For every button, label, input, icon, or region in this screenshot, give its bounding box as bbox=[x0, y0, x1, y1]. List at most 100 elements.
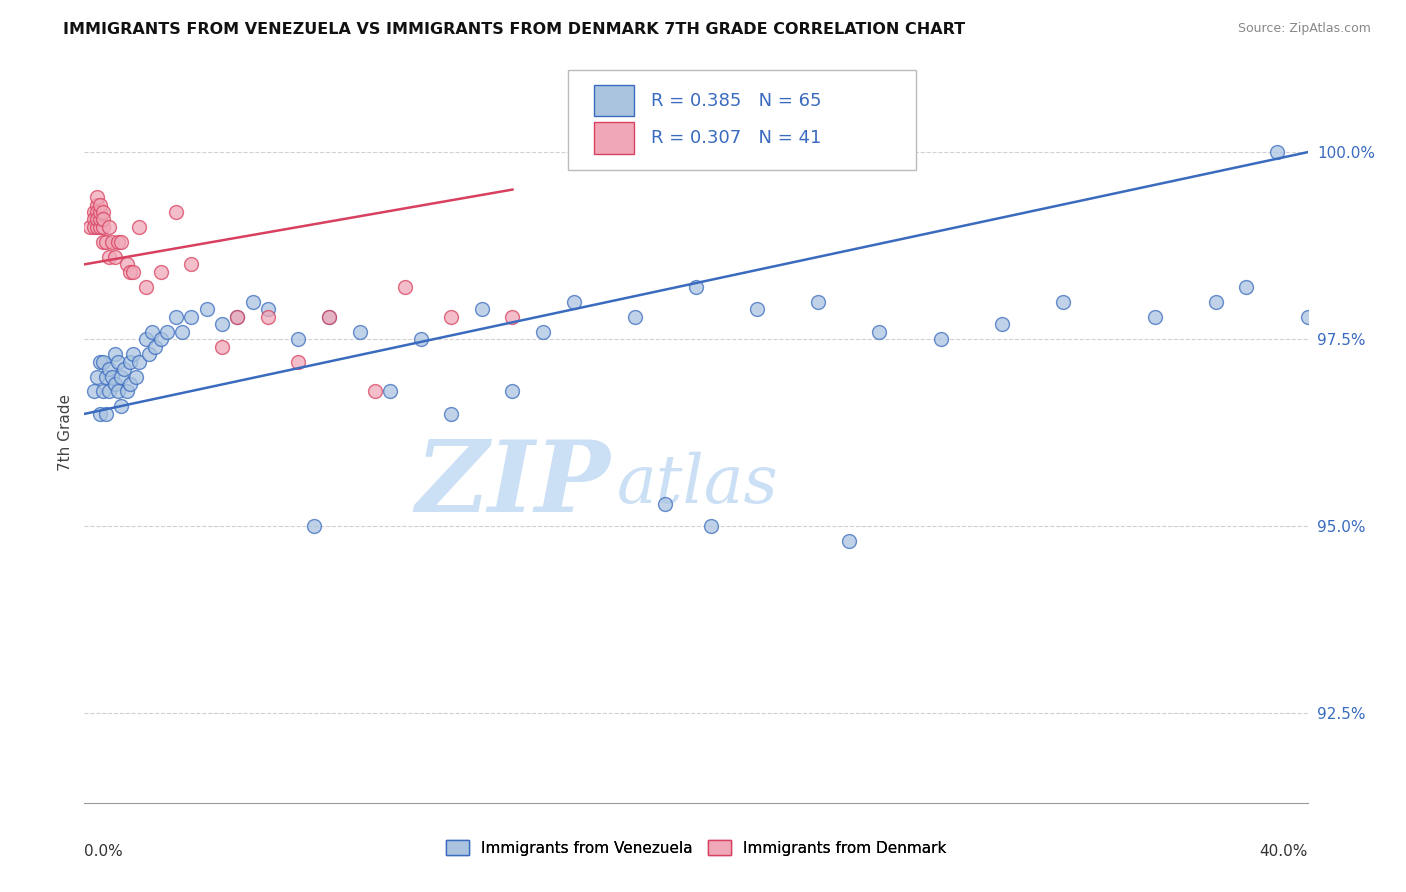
Point bbox=[89, 219, 111, 234]
Point bbox=[502, 384, 524, 399]
Point bbox=[287, 332, 309, 346]
Legend: Immigrants from Venezuela, Immigrants from Denmark: Immigrants from Venezuela, Immigrants fr… bbox=[440, 834, 952, 862]
Point bbox=[149, 332, 172, 346]
Point bbox=[302, 519, 325, 533]
Point bbox=[1265, 145, 1288, 160]
Point bbox=[364, 384, 387, 399]
Point bbox=[101, 369, 124, 384]
Point bbox=[1236, 280, 1258, 294]
Point bbox=[91, 219, 114, 234]
FancyBboxPatch shape bbox=[568, 70, 917, 169]
Point bbox=[440, 407, 463, 421]
Point bbox=[91, 205, 114, 219]
Point bbox=[165, 310, 187, 324]
Y-axis label: 7th Grade: 7th Grade bbox=[58, 394, 73, 471]
Point bbox=[97, 362, 120, 376]
Point bbox=[86, 219, 108, 234]
Point bbox=[471, 302, 494, 317]
Point bbox=[287, 354, 309, 368]
Point bbox=[624, 310, 647, 324]
Point bbox=[135, 332, 157, 346]
Point bbox=[318, 310, 340, 324]
Point bbox=[83, 384, 105, 399]
Point bbox=[110, 235, 132, 249]
Point bbox=[1143, 310, 1166, 324]
Text: R = 0.307   N = 41: R = 0.307 N = 41 bbox=[651, 129, 821, 147]
Point bbox=[257, 302, 280, 317]
Point bbox=[115, 257, 138, 271]
Point bbox=[226, 310, 249, 324]
Point bbox=[107, 354, 129, 368]
Text: atlas: atlas bbox=[616, 452, 778, 517]
Point bbox=[195, 302, 218, 317]
Point bbox=[97, 219, 120, 234]
Point bbox=[122, 347, 145, 361]
Point bbox=[349, 325, 371, 339]
Point bbox=[112, 362, 135, 376]
Point bbox=[1296, 310, 1319, 324]
Point bbox=[89, 407, 111, 421]
Point bbox=[380, 384, 402, 399]
Bar bbox=[595, 86, 634, 117]
Point bbox=[97, 250, 120, 264]
Point bbox=[91, 354, 114, 368]
Point bbox=[394, 280, 416, 294]
Point bbox=[654, 497, 676, 511]
Point bbox=[101, 235, 124, 249]
Point bbox=[211, 317, 233, 331]
Point bbox=[89, 205, 111, 219]
Point bbox=[929, 332, 952, 346]
Point bbox=[838, 534, 860, 549]
Text: ZIP: ZIP bbox=[415, 436, 610, 533]
Point bbox=[104, 347, 127, 361]
Point bbox=[747, 302, 769, 317]
Point bbox=[128, 219, 150, 234]
Point bbox=[120, 377, 142, 392]
Point bbox=[120, 354, 142, 368]
Point bbox=[86, 197, 108, 211]
Point bbox=[107, 235, 129, 249]
Point bbox=[91, 235, 114, 249]
Point bbox=[180, 310, 202, 324]
Point bbox=[318, 310, 340, 324]
Point bbox=[242, 294, 264, 309]
Point bbox=[180, 257, 202, 271]
Point bbox=[165, 205, 187, 219]
Text: 0.0%: 0.0% bbox=[84, 845, 124, 860]
Point bbox=[807, 294, 830, 309]
Point bbox=[120, 265, 142, 279]
Point bbox=[141, 325, 163, 339]
Point bbox=[97, 384, 120, 399]
Point bbox=[79, 219, 101, 234]
Point bbox=[122, 265, 145, 279]
Point bbox=[107, 384, 129, 399]
Point bbox=[149, 265, 172, 279]
Point bbox=[91, 384, 114, 399]
Point bbox=[409, 332, 432, 346]
Point bbox=[128, 354, 150, 368]
Point bbox=[172, 325, 194, 339]
Point bbox=[226, 310, 249, 324]
Text: R = 0.385   N = 65: R = 0.385 N = 65 bbox=[651, 92, 821, 110]
Point bbox=[86, 205, 108, 219]
Point bbox=[135, 280, 157, 294]
Point bbox=[89, 197, 111, 211]
Point bbox=[257, 310, 280, 324]
Point bbox=[440, 310, 463, 324]
Point bbox=[86, 190, 108, 204]
Point bbox=[1205, 294, 1227, 309]
Point bbox=[531, 325, 554, 339]
Point bbox=[83, 219, 105, 234]
Point bbox=[991, 317, 1014, 331]
Point bbox=[685, 280, 707, 294]
Bar bbox=[595, 122, 634, 153]
Point bbox=[89, 212, 111, 227]
Point bbox=[94, 369, 117, 384]
Point bbox=[104, 377, 127, 392]
Point bbox=[91, 212, 114, 227]
Point bbox=[700, 519, 723, 533]
Point bbox=[83, 205, 105, 219]
Point bbox=[211, 340, 233, 354]
Point bbox=[104, 250, 127, 264]
Point bbox=[562, 294, 585, 309]
